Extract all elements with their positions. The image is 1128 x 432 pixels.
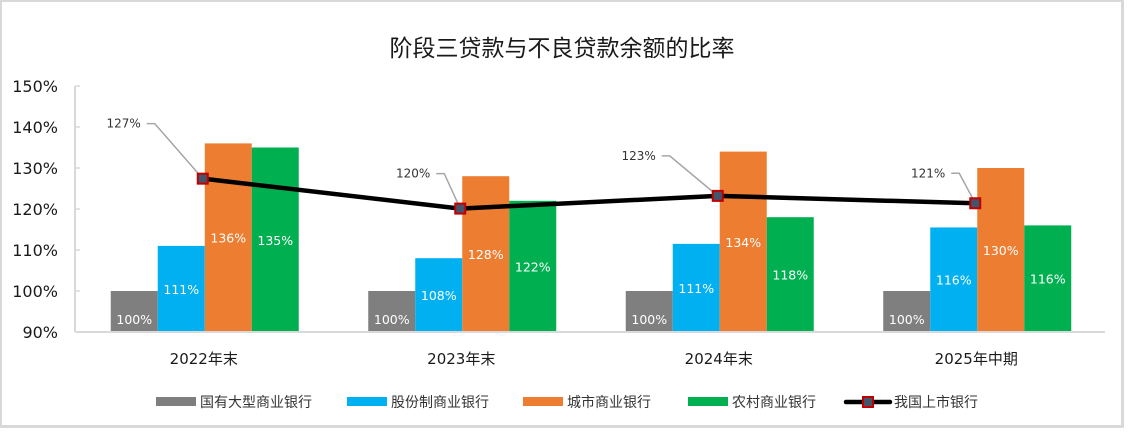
bar bbox=[625, 291, 673, 332]
bar-data-label: 111% bbox=[163, 282, 199, 297]
bars bbox=[110, 143, 1072, 332]
legend-swatch bbox=[688, 397, 728, 406]
bar bbox=[672, 243, 720, 332]
line-series: 127% 120% 123% 121% bbox=[106, 117, 982, 215]
bar bbox=[977, 168, 1025, 332]
legend-label: 国有大型商业银行 bbox=[200, 395, 312, 411]
bar bbox=[110, 291, 158, 332]
y-tick-label: 110% bbox=[12, 241, 58, 260]
bar bbox=[415, 258, 463, 332]
y-tick-label: 90% bbox=[22, 323, 58, 342]
bar-data-label: 134% bbox=[725, 235, 761, 250]
line-data-label: 123% bbox=[621, 149, 655, 163]
legend-marker bbox=[862, 396, 874, 408]
legend-item: 农村商业银行 bbox=[688, 395, 816, 411]
bar-data-label: 108% bbox=[421, 288, 457, 303]
series-line bbox=[202, 176, 976, 211]
bar-data-label: 130% bbox=[983, 243, 1019, 258]
bar bbox=[1024, 225, 1072, 332]
legend-label: 城市商业银行 bbox=[567, 394, 651, 411]
bar bbox=[509, 200, 557, 332]
line-data-label: 120% bbox=[396, 167, 430, 181]
legend-item: 我国上市银行 bbox=[843, 394, 978, 411]
bar-data-label: 136% bbox=[210, 231, 246, 246]
y-tick-label: 100% bbox=[12, 282, 58, 301]
x-tick-label: 2023年末 bbox=[427, 350, 495, 368]
bar bbox=[251, 147, 299, 332]
y-tick-label: 130% bbox=[12, 159, 58, 178]
bar-data-label: 128% bbox=[468, 247, 504, 262]
bar bbox=[462, 176, 510, 332]
bar bbox=[368, 291, 416, 332]
leader-line bbox=[951, 172, 976, 204]
legend: 国有大型商业银行 股份制商业银行 城市商业银行 农村商业银行 我国上市银行 bbox=[156, 394, 978, 411]
legend-item: 股份制商业银行 bbox=[347, 395, 489, 411]
legend-item: 城市商业银行 bbox=[523, 394, 651, 411]
bar bbox=[930, 227, 978, 332]
bar bbox=[766, 217, 814, 332]
leader-line bbox=[436, 172, 461, 209]
bar bbox=[204, 143, 252, 332]
line-data-label: 121% bbox=[911, 166, 945, 180]
line-marker bbox=[454, 202, 467, 215]
y-tick-label: 140% bbox=[12, 118, 58, 137]
x-tick-label: 2024年末 bbox=[685, 350, 753, 368]
bar-data-label: 118% bbox=[772, 268, 808, 283]
leader-line bbox=[146, 122, 204, 180]
chart-title: 阶段三贷款与不良贷款余额的比率 bbox=[390, 36, 735, 62]
bar bbox=[719, 151, 767, 332]
y-tick-label: 150% bbox=[12, 77, 58, 96]
bar bbox=[883, 291, 931, 332]
legend-label: 农村商业银行 bbox=[732, 395, 816, 411]
line-marker bbox=[196, 172, 209, 185]
bar-data-label: 100% bbox=[374, 312, 410, 327]
bar-data-label: 135% bbox=[257, 233, 293, 248]
x-tick-label: 2022年末 bbox=[170, 350, 238, 368]
legend-swatch bbox=[347, 397, 387, 406]
line-data-label: 127% bbox=[106, 117, 140, 131]
bar-data-label: 111% bbox=[678, 281, 714, 296]
bar-data-label: 100% bbox=[116, 312, 152, 327]
legend-swatch bbox=[156, 397, 196, 406]
bar-data-label: 116% bbox=[936, 273, 972, 288]
x-axis: 2022年末 2023年末 2024年末 2025年中期 bbox=[75, 331, 1105, 368]
y-axis: 90% 100% 110% 120% 130% 140% 150% bbox=[12, 77, 80, 342]
bar-data-label: 116% bbox=[1030, 272, 1066, 287]
bar bbox=[157, 245, 205, 332]
bar-labels: 100% 111% 136% 135% 100% 108% 128% 122% 100% 111%… bbox=[116, 231, 1065, 327]
bar-data-label: 100% bbox=[631, 312, 667, 327]
legend-label: 股份制商业银行 bbox=[391, 395, 489, 411]
legend-swatch bbox=[523, 397, 563, 406]
legend-item: 国有大型商业银行 bbox=[156, 395, 312, 411]
bar-data-label: 100% bbox=[889, 312, 925, 327]
leader-line bbox=[661, 155, 719, 197]
line-marker bbox=[969, 197, 982, 210]
x-tick-label: 2025年中期 bbox=[935, 350, 1018, 368]
bar-data-label: 122% bbox=[515, 259, 551, 274]
line-marker bbox=[711, 189, 724, 202]
y-tick-label: 120% bbox=[12, 200, 58, 219]
legend-label: 我国上市银行 bbox=[894, 394, 978, 411]
